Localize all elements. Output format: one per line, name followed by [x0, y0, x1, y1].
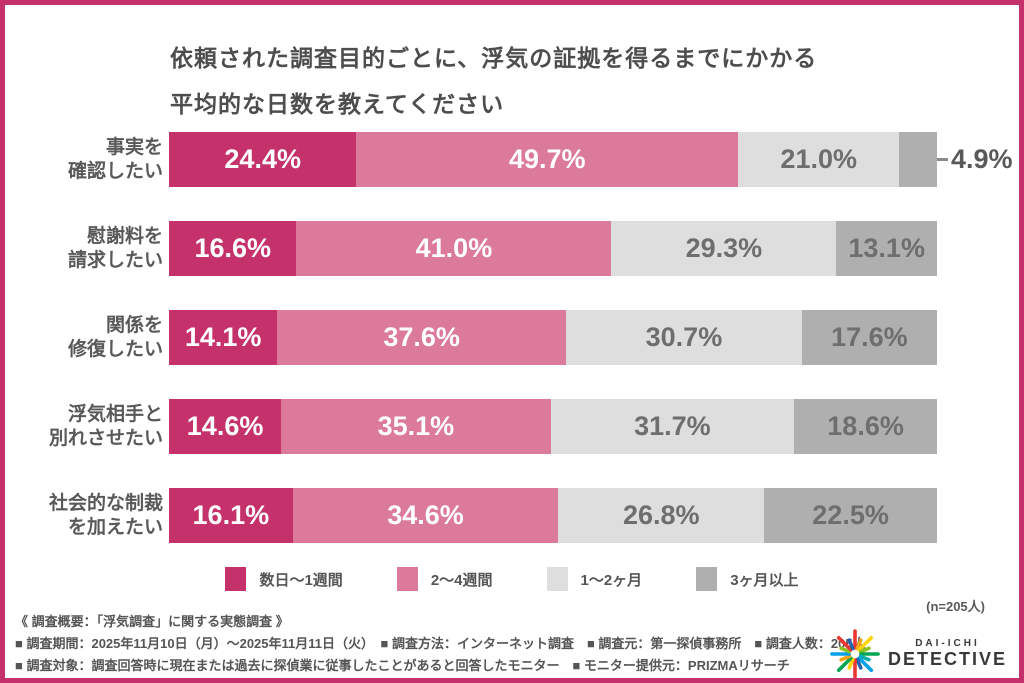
chart-row: 浮気相手と 別れさせたい 14.6% 35.1% 31.7% 18.6%: [21, 399, 1013, 454]
stacked-bar: 14.1% 37.6% 30.7% 17.6%: [169, 310, 937, 365]
chart-title-line1: 依頼された調査目的ごとに、浮気の証拠を得るまでにかかる: [170, 45, 818, 71]
category-label-line: 請求したい: [67, 249, 163, 271]
category-label-line: 浮気相手と: [67, 403, 163, 425]
category-label-line: 関係を: [105, 314, 163, 336]
category-label-line: 慰謝料を: [86, 225, 163, 247]
legend-item: 1～2ヶ月: [546, 567, 643, 591]
sample-size-note: (n=205人): [926, 599, 985, 614]
bar-segment: 35.1%: [281, 399, 551, 454]
bar-segment: 24.4%: [169, 132, 357, 187]
legend-item: 2～4週間: [396, 567, 493, 591]
bar-segment: 21.0%: [738, 132, 900, 187]
chart-row: 事実を 確認したい 24.4% 49.7% 21.0% 4.9%: [21, 132, 1013, 187]
outside-value-label: 4.9%: [937, 144, 1013, 175]
bar-segment: 26.8%: [558, 488, 765, 543]
category-label-line: 確認したい: [67, 160, 163, 182]
category-label: 浮気相手と 別れさせたい: [21, 403, 169, 451]
bar-segment: 22.5%: [764, 488, 937, 543]
bar-segment: 16.1%: [169, 488, 293, 543]
survey-overview-footer: 《 調査概要：「浮気調査」に関する実態調査 》 ■ 調査期間：2025年11月1…: [15, 611, 866, 677]
bar-segment: 13.1%: [836, 221, 937, 276]
dai-ichi-detective-logo: DAI-ICHI DETECTIVE: [830, 629, 1007, 678]
bar-segment: 31.7%: [550, 399, 795, 454]
category-label-line: 社会的な制裁: [48, 492, 163, 514]
chart-row: 慰謝料を 請求したい 16.6% 41.0% 29.3% 13.1%: [21, 221, 1013, 276]
category-label: 慰謝料を 請求したい: [21, 225, 169, 273]
legend-swatch: [396, 567, 418, 591]
chart-rows: 事実を 確認したい 24.4% 49.7% 21.0% 4.9% 慰謝料を 請求したい 16.6…: [21, 132, 1013, 543]
bar-segment: 30.7%: [566, 310, 802, 365]
legend-item: 数日～1週間: [225, 567, 343, 591]
category-label-line: 別れさせたい: [48, 427, 163, 449]
footer-line2: ■ 調査期間：2025年11月10日（月）～2025年11月11日（火） ■ 調…: [15, 636, 866, 651]
legend-swatch: [546, 567, 568, 591]
legend-swatch: [225, 567, 247, 591]
logo-text-top: DAI-ICHI: [915, 637, 980, 649]
chart-title-line2: 平均的な日数を教えてください: [170, 91, 505, 117]
bar-segment: 17.6%: [801, 310, 937, 365]
chart-row: 関係を 修復したい 14.1% 37.6% 30.7% 17.6%: [21, 310, 1013, 365]
logo-text-bottom: DETECTIVE: [887, 649, 1007, 670]
legend-swatch: [696, 567, 718, 591]
bar-segment: 37.6%: [277, 310, 567, 365]
legend-label: 2～4週間: [430, 571, 493, 589]
legend-label: 数日～1週間: [259, 571, 343, 589]
stacked-bar-chart: 事実を 確認したい 24.4% 49.7% 21.0% 4.9% 慰謝料を 請求したい 16.6…: [21, 132, 1013, 577]
chart-row: 社会的な制裁 を加えたい 16.1% 34.6% 26.8% 22.5%: [21, 488, 1013, 543]
category-label-line: を加えたい: [67, 516, 163, 538]
bar-segment: 14.6%: [169, 399, 282, 454]
category-label: 社会的な制裁 を加えたい: [21, 492, 169, 540]
bar-segment: 18.6%: [794, 399, 937, 454]
bar-segment: [899, 132, 937, 187]
bar-segment: 34.6%: [292, 488, 559, 543]
category-label-line: 事実を: [105, 136, 163, 158]
category-label-line: 修復したい: [67, 338, 163, 360]
bar-segment: 41.0%: [296, 221, 612, 276]
logo-text: DAI-ICHI DETECTIVE: [888, 638, 1007, 670]
footer-line3: ■ 調査対象：調査回答時に現在または過去に探偵業に従事したことがあると回答したモ…: [15, 658, 790, 673]
stacked-bar: 16.1% 34.6% 26.8% 22.5%: [169, 488, 937, 543]
outside-value-text: 4.9%: [951, 144, 1013, 174]
starburst-icon: [830, 629, 880, 678]
bar-segment: 14.1%: [169, 310, 278, 365]
footer-line1: 《 調査概要：「浮気調査」に関する実態調査 》: [15, 614, 289, 629]
bar-segment: 29.3%: [611, 221, 837, 276]
category-label: 事実を 確認したい: [21, 136, 169, 184]
legend-label: 1～2ヶ月: [580, 571, 643, 589]
legend-label: 3ヶ月以上: [730, 571, 799, 589]
label-connector: [937, 158, 948, 161]
bar-segment: 16.6%: [169, 221, 297, 276]
stacked-bar: 24.4% 49.7% 21.0%: [169, 132, 937, 187]
category-label: 関係を 修復したい: [21, 314, 169, 362]
chart-legend: 数日～1週間 2～4週間 1～2ヶ月 3ヶ月以上: [5, 567, 1019, 591]
stacked-bar: 16.6% 41.0% 29.3% 13.1%: [169, 221, 937, 276]
chart-title: 依頼された調査目的ごとに、浮気の証拠を得るまでにかかる 平均的な日数を教えてくだ…: [170, 35, 817, 127]
bar-segment: 49.7%: [356, 132, 739, 187]
legend-item: 3ヶ月以上: [696, 567, 799, 591]
stacked-bar: 14.6% 35.1% 31.7% 18.6%: [169, 399, 937, 454]
